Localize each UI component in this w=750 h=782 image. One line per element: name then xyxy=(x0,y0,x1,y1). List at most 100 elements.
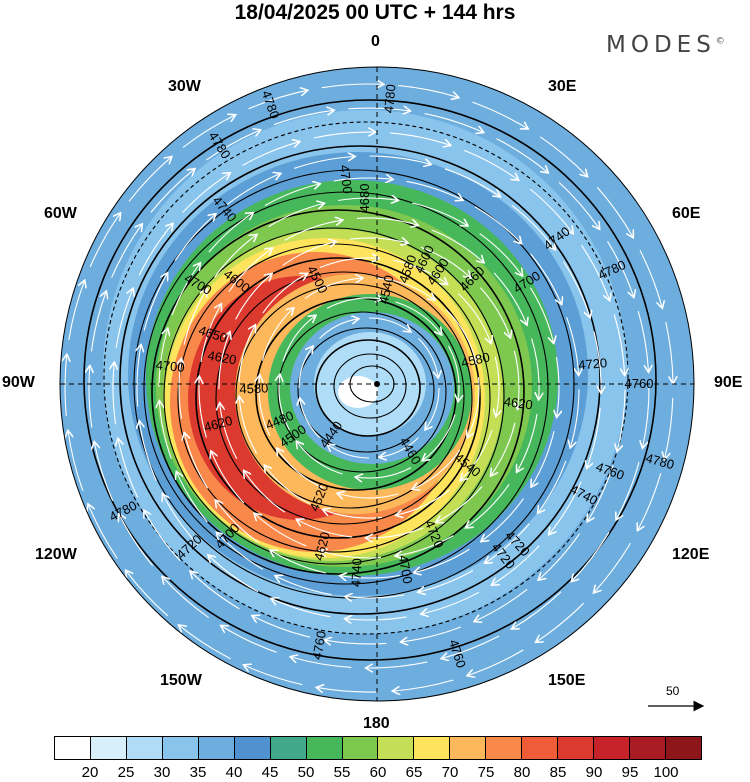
wind-streamline xyxy=(475,588,528,621)
colorbar-cell xyxy=(378,737,415,759)
colorbar-cell xyxy=(162,737,199,759)
wind-streamline xyxy=(94,443,114,502)
height-contour xyxy=(143,191,549,585)
wind-streamline xyxy=(211,452,245,504)
lon-label-150w: 150W xyxy=(160,672,202,689)
colorbar-cell xyxy=(414,737,451,759)
wind-streamline xyxy=(177,472,208,523)
wind-streamline xyxy=(182,115,235,148)
colorbar-tick-label: 70 xyxy=(441,764,459,781)
height-contour xyxy=(119,145,601,615)
wind-streamline xyxy=(346,617,407,620)
wind-streamlines xyxy=(65,84,673,692)
wind-streamline xyxy=(113,363,116,425)
colorbar-cell xyxy=(522,737,559,759)
colorbar-tick-label: 95 xyxy=(621,764,639,781)
wind-streamline xyxy=(479,287,510,337)
wind-streamline xyxy=(571,389,580,447)
wind-streamline xyxy=(377,277,434,299)
lon-label-90w: 90W xyxy=(2,374,35,391)
wind-streamline xyxy=(413,449,461,489)
contour-label: 4620 xyxy=(503,394,534,413)
modes-logo: MODES© xyxy=(606,32,725,58)
wind-streamline xyxy=(349,238,408,243)
wind-streamline xyxy=(244,665,303,686)
colorbar-tick-label: 80 xyxy=(513,764,531,781)
colorbar-cell xyxy=(270,737,307,759)
wind-streamline xyxy=(199,377,207,438)
wind-streamline xyxy=(511,204,555,249)
wind-streamline xyxy=(143,274,167,331)
wind-streamline xyxy=(159,402,172,459)
wind-streamline xyxy=(557,357,559,416)
speed-band-20-core xyxy=(338,376,378,408)
wind-streamline xyxy=(294,157,354,169)
lon-label-120e: 120E xyxy=(672,546,710,563)
contour-label: 4700 xyxy=(337,164,356,195)
wind-streamline xyxy=(328,445,370,459)
wind-streamline xyxy=(158,329,168,387)
wind-streamline xyxy=(587,407,601,468)
wind-streamline xyxy=(90,292,106,352)
wind-streamline xyxy=(216,501,259,543)
wind-streamline xyxy=(171,264,200,316)
wind-streamline xyxy=(282,242,336,266)
wind-streamline xyxy=(539,136,587,176)
wind-streamline xyxy=(572,532,610,581)
wind-streamline xyxy=(89,367,92,428)
wind-streamline xyxy=(530,253,562,304)
wind-streamline xyxy=(145,511,181,562)
wind-streamline xyxy=(468,649,524,676)
colorbar-tick-label: 45 xyxy=(261,764,279,781)
wind-streamline xyxy=(549,481,582,534)
wind-streamline xyxy=(474,206,521,243)
wind-streamline xyxy=(68,281,85,341)
wind-streamline xyxy=(333,178,392,181)
wind-streamline xyxy=(415,548,470,572)
wind-streamline xyxy=(279,375,290,431)
height-contour xyxy=(297,327,435,453)
wind-streamline xyxy=(393,679,454,691)
wind-streamline xyxy=(111,225,142,278)
colorbar-cell xyxy=(90,737,127,759)
colorbar-tick-label: 25 xyxy=(117,764,135,781)
wind-streamline xyxy=(529,287,553,343)
wind-streamline xyxy=(217,533,264,570)
wind-streamline xyxy=(317,688,379,692)
wind-streamline xyxy=(191,572,240,610)
wind-streamline xyxy=(566,317,579,374)
colorbar-tick-label: 40 xyxy=(225,764,243,781)
wind-streamline xyxy=(272,599,331,618)
wind-streamline xyxy=(118,439,139,498)
lon-label-120w: 120W xyxy=(35,546,77,563)
wind-streamline xyxy=(277,449,324,489)
wind-streamline xyxy=(321,84,383,88)
wind-streamline xyxy=(607,241,634,296)
wind-streamline xyxy=(422,591,480,614)
wind-streamline xyxy=(539,533,580,580)
wind-streamline xyxy=(444,168,500,196)
wind-streamline xyxy=(319,319,359,339)
wind-streamline xyxy=(273,110,333,126)
wind-streamline xyxy=(397,489,451,515)
wind-streamline xyxy=(174,214,215,261)
wind-streamline xyxy=(235,274,272,320)
colorbar-cell xyxy=(450,737,487,759)
wind-streamline xyxy=(402,626,461,642)
wind-streamline xyxy=(119,515,154,567)
colorbar-tick-label: 30 xyxy=(153,764,171,781)
wind-streamline xyxy=(637,310,648,371)
height-contour xyxy=(83,99,657,661)
lon-label-180: 180 xyxy=(363,715,390,732)
contour-label: 4700 xyxy=(155,357,185,374)
lon-label-60w: 60W xyxy=(44,205,77,222)
colorbar-tick-label: 85 xyxy=(549,764,567,781)
lon-label-30e: 30E xyxy=(548,78,577,95)
wind-streamline xyxy=(341,576,400,578)
height-contour xyxy=(195,257,481,539)
wind-streamline xyxy=(442,635,500,658)
wind-streamline xyxy=(248,90,307,110)
wind-streamline xyxy=(514,350,519,409)
wind-streamline xyxy=(319,258,378,269)
wind-streamline xyxy=(346,595,405,598)
